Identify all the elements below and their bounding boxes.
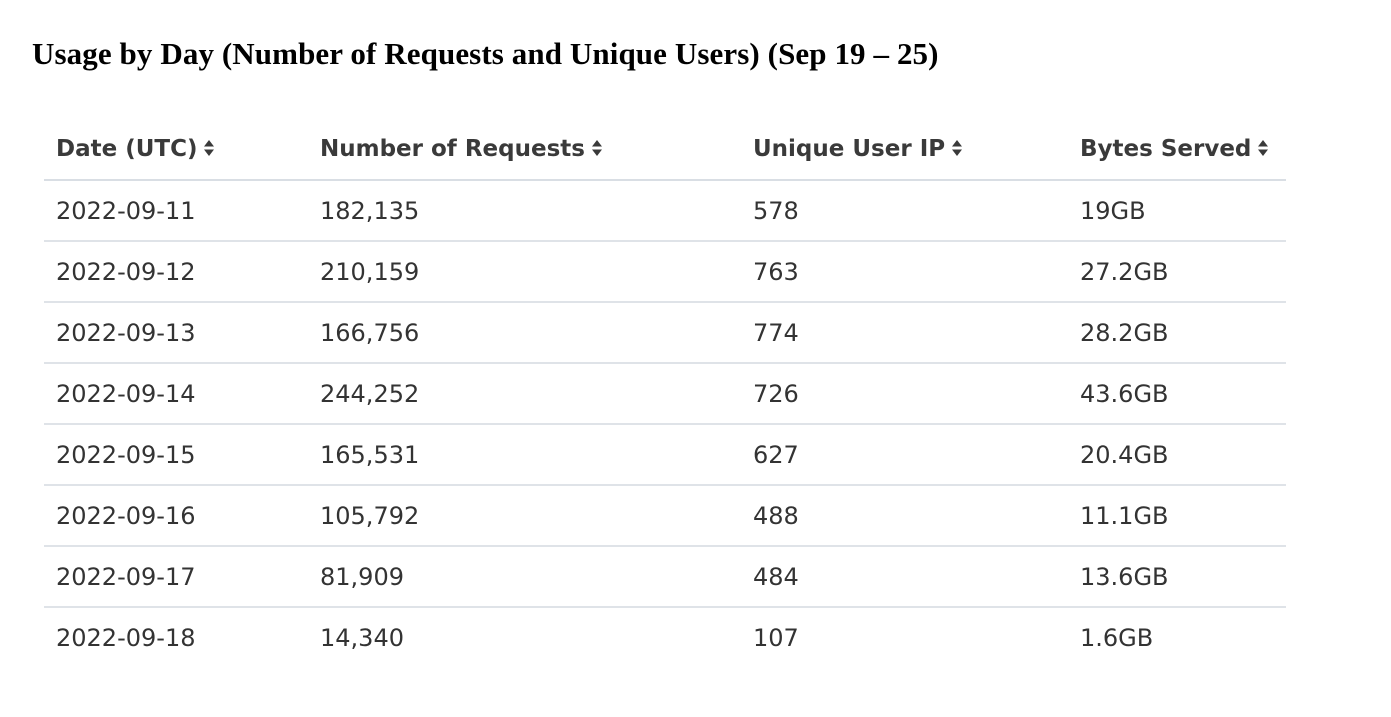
table-row: 2022-09-15 165,531 627 20.4GB [44, 424, 1286, 486]
cell-date: 2022-09-17 [44, 546, 308, 608]
sort-icon [951, 137, 963, 159]
sort-icon [203, 137, 215, 159]
table-row: 2022-09-17 81,909 484 13.6GB [44, 546, 1286, 608]
table-row: 2022-09-14 244,252 726 43.6GB [44, 363, 1286, 425]
column-header-bytes[interactable]: Bytes Served [1068, 119, 1286, 181]
cell-unique-ip: 627 [741, 424, 1068, 486]
usage-table: Date (UTC) Number of Requests Unique Use… [44, 119, 1286, 667]
cell-requests: 81,909 [308, 546, 741, 608]
sort-icon [1257, 137, 1269, 159]
column-header-requests[interactable]: Number of Requests [308, 119, 741, 181]
cell-requests: 166,756 [308, 302, 741, 364]
cell-date: 2022-09-13 [44, 302, 308, 364]
column-header-label: Number of Requests [320, 136, 585, 162]
cell-date: 2022-09-11 [44, 180, 308, 242]
table-row: 2022-09-16 105,792 488 11.1GB [44, 485, 1286, 547]
cell-bytes: 43.6GB [1068, 363, 1286, 425]
cell-bytes: 19GB [1068, 180, 1286, 242]
cell-unique-ip: 488 [741, 485, 1068, 547]
cell-requests: 210,159 [308, 241, 741, 303]
cell-unique-ip: 107 [753, 623, 799, 652]
column-header-label: Bytes Served [1080, 136, 1252, 162]
column-header-label: Date (UTC) [56, 136, 198, 162]
cell-unique-ip: 726 [741, 363, 1068, 425]
column-header-label: Unique User IP [753, 136, 946, 162]
table-row: 2022-09-18 14,340 107 1.6GB [44, 607, 1286, 667]
cell-requests: 244,252 [308, 363, 741, 425]
table-row: 2022-09-12 210,159 763 27.2GB [44, 241, 1286, 303]
cell-date: 2022-09-12 [44, 241, 308, 303]
column-header-unique-ip[interactable]: Unique User IP [741, 119, 1068, 181]
table-row: 2022-09-13 166,756 774 28.2GB [44, 302, 1286, 364]
page-title: Usage by Day (Number of Requests and Uni… [32, 36, 939, 71]
cell-unique-ip: 774 [741, 302, 1068, 364]
table-row: 2022-09-11 182,135 578 19GB [44, 180, 1286, 242]
cell-date: 2022-09-16 [44, 485, 308, 547]
cell-requests: 165,531 [308, 424, 741, 486]
cell-unique-ip: 763 [741, 241, 1068, 303]
cell-requests: 182,135 [308, 180, 741, 242]
table-header-row: Date (UTC) Number of Requests Unique Use… [44, 119, 1286, 181]
cell-bytes: 13.6GB [1068, 546, 1286, 608]
cell-date: 2022-09-15 [44, 424, 308, 486]
cell-requests: 105,792 [308, 485, 741, 547]
cell-bytes: 28.2GB [1068, 302, 1286, 364]
cell-bytes: 11.1GB [1068, 485, 1286, 547]
cell-bytes: 1.6GB [1080, 623, 1154, 652]
cell-bytes: 27.2GB [1068, 241, 1286, 303]
cell-bytes: 20.4GB [1068, 424, 1286, 486]
cell-unique-ip: 578 [741, 180, 1068, 242]
cell-date: 2022-09-14 [44, 363, 308, 425]
sort-icon [591, 137, 603, 159]
column-header-date[interactable]: Date (UTC) [44, 119, 308, 181]
cell-requests: 14,340 [320, 623, 404, 652]
cell-unique-ip: 484 [741, 546, 1068, 608]
cell-date: 2022-09-18 [56, 623, 196, 652]
